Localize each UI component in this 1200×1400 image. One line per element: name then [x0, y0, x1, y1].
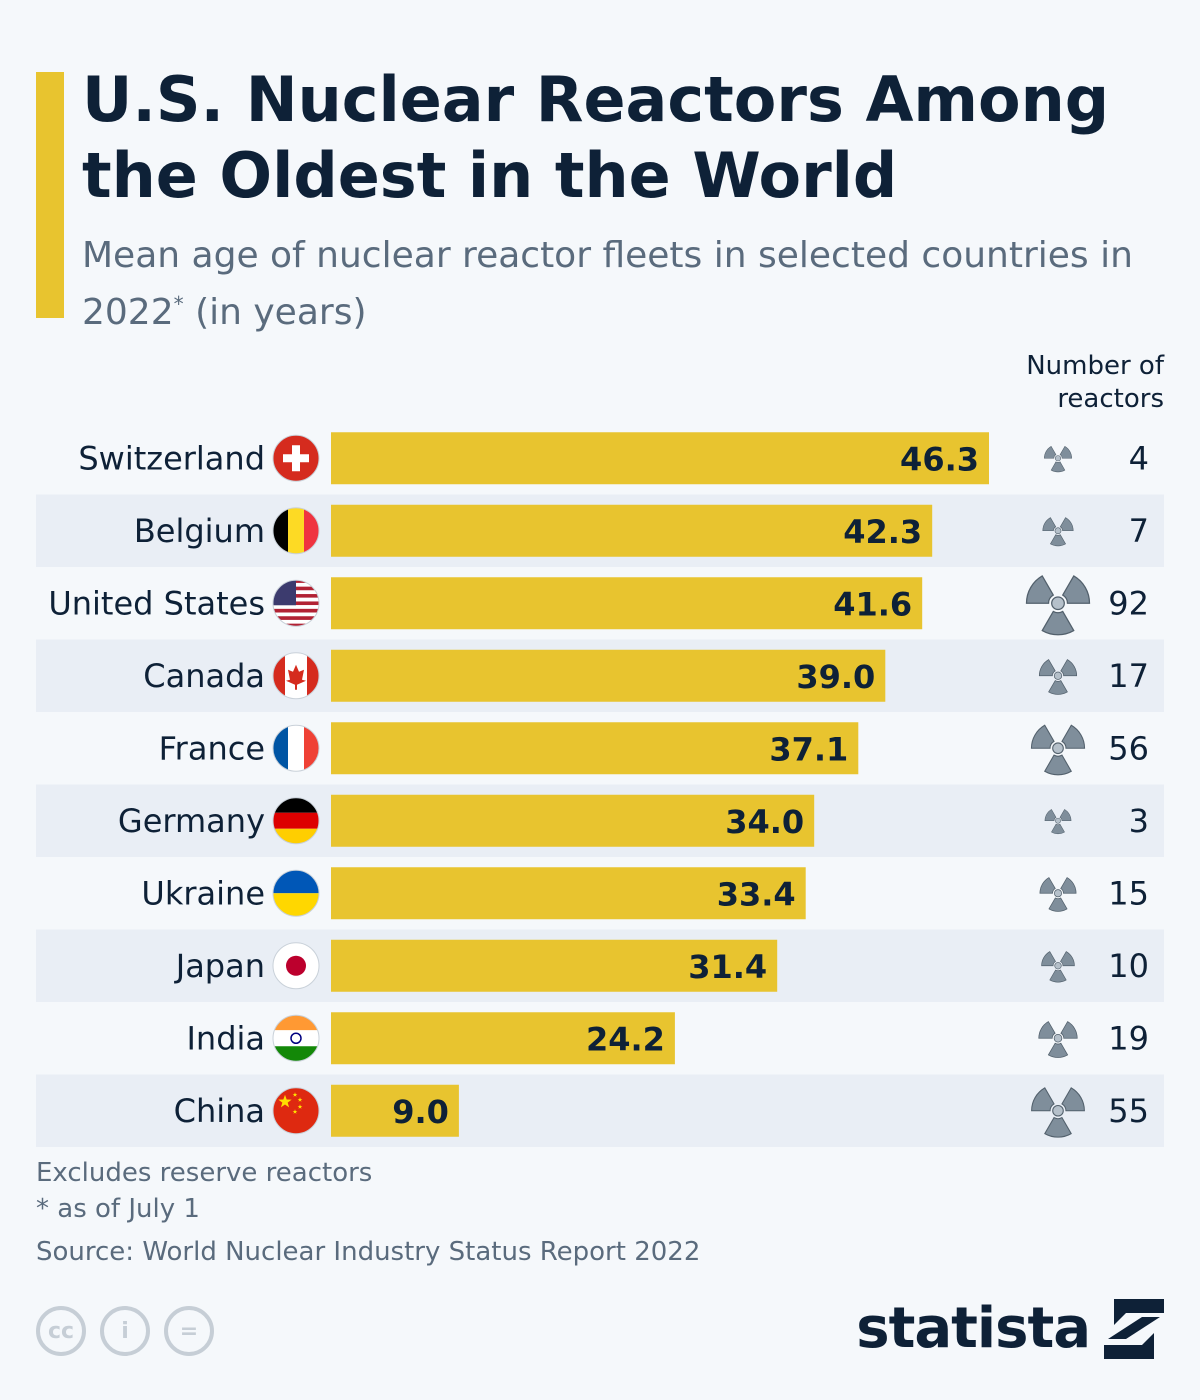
- flag: [272, 507, 320, 555]
- indian-flag-icon: [273, 1015, 319, 1062]
- bar-chart: Switzerland 46.3 4 Belgium 42.3 7 United State…: [36, 432, 1164, 1147]
- subtitle-text: Mean age of nuclear reactor fleets in se…: [82, 235, 1133, 333]
- japanese-flag-icon: [273, 942, 319, 989]
- ukrainian-flag-icon: [273, 870, 319, 917]
- reactors-column-header: Number of reactors: [1026, 351, 1164, 414]
- radiation-icon: [1038, 1021, 1078, 1058]
- bar-row: Canada 39.0 17: [36, 639, 1164, 712]
- bar-value-label: 39.0: [796, 658, 875, 696]
- reactor-count: 7: [1129, 512, 1149, 550]
- bar-value-label: 46.3: [900, 440, 979, 478]
- chart-title: U.S. Nuclear Reactors Among the Oldest i…: [82, 63, 1110, 212]
- by-icon[interactable]: i: [100, 1306, 150, 1356]
- category-label: China: [174, 1092, 265, 1130]
- bar: [331, 1012, 675, 1065]
- reactor-count: 19: [1108, 1019, 1149, 1057]
- flag: [272, 797, 320, 845]
- category-label: Switzerland: [78, 439, 265, 477]
- us-flag-icon: [273, 580, 319, 627]
- bar: [331, 649, 886, 702]
- nd-icon[interactable]: =: [164, 1306, 214, 1356]
- bar: [331, 1084, 459, 1137]
- swiss-flag-icon: [273, 435, 319, 482]
- german-flag-icon: [273, 797, 319, 844]
- flag: [272, 869, 320, 917]
- bar-value-label: 33.4: [717, 875, 796, 913]
- radiation-icon: [1039, 877, 1077, 912]
- footnotes: Excludes reserve reactors * as of July 1: [36, 1155, 372, 1227]
- subtitle-unit: (in years): [183, 292, 367, 333]
- bar: [331, 722, 859, 775]
- category-label: France: [159, 729, 265, 767]
- bar-row: Switzerland 46.3 4: [78, 432, 1149, 485]
- bar-row: Ukraine 33.4 15: [141, 867, 1149, 920]
- source-note: Source: World Nuclear Industry Status Re…: [36, 1237, 701, 1267]
- bar-value-label: 9.0: [392, 1093, 449, 1131]
- reactor-count: 17: [1108, 657, 1149, 695]
- bar: [331, 939, 778, 992]
- footnote-reserve: Excludes reserve reactors: [36, 1158, 373, 1188]
- reactor-count: 55: [1108, 1092, 1149, 1130]
- bar-row: China 9.0 55: [36, 1074, 1164, 1147]
- radiation-icon: [1044, 809, 1072, 835]
- reactor-count: 4: [1129, 439, 1149, 477]
- bar-row: India 24.2 19: [186, 1012, 1149, 1065]
- chinese-flag-icon: [273, 1087, 319, 1134]
- bar-value-label: 24.2: [586, 1020, 665, 1058]
- flag: [272, 579, 320, 627]
- category-label: Canada: [143, 657, 265, 695]
- bar: [331, 504, 933, 557]
- flag: [272, 1087, 320, 1135]
- reactor-count: 56: [1108, 729, 1149, 767]
- radiation-icon: [1044, 446, 1072, 473]
- belgian-flag-icon: [273, 507, 319, 554]
- category-label: Germany: [118, 802, 265, 840]
- radiation-icon: [1031, 1087, 1085, 1138]
- bar: [331, 794, 815, 847]
- footnote-date: * as of July 1: [36, 1194, 200, 1224]
- category-label: Japan: [174, 947, 265, 985]
- row-stripe: [36, 1074, 1164, 1147]
- bar: [331, 577, 923, 630]
- bar-row: Belgium 42.3 7: [36, 494, 1164, 567]
- bar-row: France 37.1 56: [159, 722, 1149, 776]
- flag: [272, 652, 320, 700]
- reactor-count: 3: [1129, 802, 1149, 840]
- bar-row: Japan 31.4 10: [36, 929, 1164, 1002]
- subtitle-footnote-mark: *: [173, 292, 184, 316]
- bar: [331, 432, 989, 485]
- reactor-count: 92: [1108, 584, 1149, 622]
- cc-icon[interactable]: cc: [36, 1306, 86, 1356]
- statista-mark-icon: [1104, 1298, 1164, 1359]
- bar-value-label: 37.1: [769, 730, 848, 768]
- bar-row: United States 41.6 92: [48, 575, 1149, 636]
- category-label: Ukraine: [141, 874, 265, 912]
- flag: [272, 1014, 320, 1062]
- category-label: Belgium: [134, 512, 265, 550]
- license-icons: cc i =: [36, 1306, 214, 1356]
- radiation-icon: [1042, 517, 1074, 547]
- french-flag-icon: [273, 725, 319, 772]
- category-label: United States: [48, 584, 265, 622]
- bar-value-label: 41.6: [833, 585, 912, 623]
- category-label: India: [186, 1019, 265, 1057]
- accent-bar: [36, 72, 64, 318]
- radiation-icon: [1041, 951, 1075, 983]
- radiation-icon: [1030, 724, 1086, 776]
- flag: [272, 942, 320, 990]
- reactor-count: 15: [1108, 874, 1149, 912]
- statista-logo[interactable]: statista: [856, 1296, 1164, 1361]
- bar: [331, 867, 806, 920]
- bar-value-label: 34.0: [725, 803, 804, 841]
- reactor-count: 10: [1108, 947, 1149, 985]
- brand-name: statista: [856, 1296, 1091, 1361]
- bar-value-label: 42.3: [843, 513, 922, 551]
- radiation-icon: [1038, 659, 1078, 695]
- bar-value-label: 31.4: [688, 948, 767, 986]
- flag: [272, 434, 320, 482]
- bar-row: Germany 34.0 3: [36, 784, 1164, 857]
- flag: [272, 724, 320, 772]
- radiation-icon: [1025, 575, 1091, 636]
- chart-subtitle: Mean age of nuclear reactor fleets in se…: [82, 232, 1172, 337]
